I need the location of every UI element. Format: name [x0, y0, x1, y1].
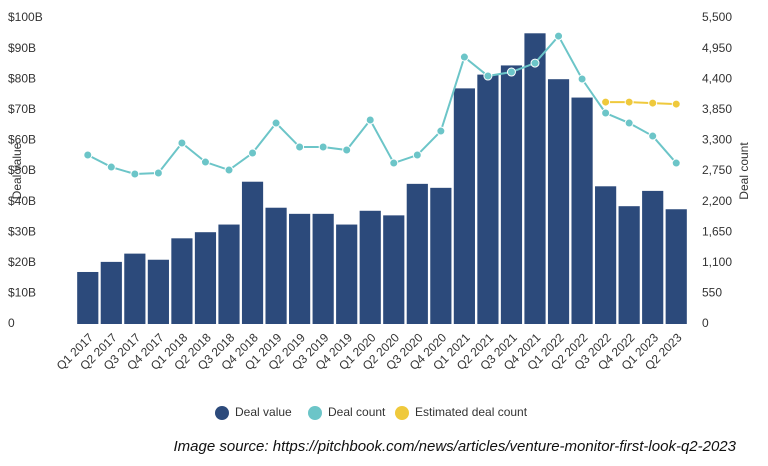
bar	[642, 191, 663, 324]
bar	[313, 214, 334, 324]
bar	[454, 88, 475, 324]
bar	[265, 208, 286, 324]
y2-tick-label: 4,950	[702, 41, 732, 55]
y-tick-label: 0	[8, 316, 15, 330]
bar	[171, 238, 192, 324]
y2-axis-label: Deal count	[737, 142, 751, 200]
point	[672, 159, 680, 167]
point	[319, 143, 327, 151]
point	[437, 127, 445, 135]
point	[578, 75, 586, 83]
point	[343, 146, 351, 154]
y-tick-label: $10B	[8, 286, 36, 300]
bar	[595, 186, 616, 324]
point	[507, 68, 515, 76]
bar	[195, 232, 216, 324]
point	[602, 98, 610, 106]
bar	[218, 225, 239, 324]
y-tick-label: $70B	[8, 102, 36, 116]
point	[296, 143, 304, 151]
point	[460, 53, 468, 61]
point	[272, 119, 280, 127]
y-tick-label: $100B	[8, 10, 43, 24]
y2-tick-label: 3,300	[702, 133, 732, 147]
y2-tick-label: 2,200	[702, 194, 732, 208]
bar	[666, 209, 687, 324]
bar	[619, 206, 640, 324]
point	[107, 163, 115, 171]
point	[649, 99, 657, 107]
bar	[124, 254, 145, 324]
y-tick-label: $80B	[8, 71, 36, 85]
line	[606, 102, 677, 104]
y2-tick-label: 1,650	[702, 224, 732, 238]
y2-tick-label: 1,100	[702, 255, 732, 269]
bar	[524, 33, 545, 324]
point	[555, 32, 563, 40]
point	[84, 151, 92, 159]
legend-swatch	[308, 406, 322, 420]
bar	[383, 215, 404, 324]
legend-swatch	[395, 406, 409, 420]
bar	[571, 98, 592, 324]
legend-label: Deal value	[235, 405, 292, 419]
y-tick-label: $20B	[8, 255, 36, 269]
bar	[336, 225, 357, 324]
y2-tick-label: 0	[702, 316, 709, 330]
y-tick-label: $50B	[8, 163, 36, 177]
y-tick-label: $90B	[8, 41, 36, 55]
bar	[407, 184, 428, 324]
point	[531, 59, 539, 67]
bar	[148, 260, 169, 324]
point	[625, 98, 633, 106]
point	[413, 151, 421, 159]
point	[672, 100, 680, 108]
bar	[548, 79, 569, 324]
y2-tick-label: 2,750	[702, 163, 732, 177]
point	[249, 149, 257, 157]
source-note: Image source: https://pitchbook.com/news…	[174, 438, 737, 455]
bar	[360, 211, 381, 324]
y-tick-label: $60B	[8, 133, 36, 147]
legend-swatch	[215, 406, 229, 420]
legend-label: Estimated deal count	[415, 405, 528, 419]
bar	[289, 214, 310, 324]
point	[201, 158, 209, 166]
bar	[477, 75, 498, 324]
legend-label: Deal count	[328, 405, 386, 419]
y2-tick-label: 4,400	[702, 71, 732, 85]
y2-tick-label: 3,850	[702, 102, 732, 116]
point	[484, 72, 492, 80]
chart: Deal value Deal count Image source: http…	[0, 0, 768, 466]
point	[225, 166, 233, 174]
y-tick-label: $30B	[8, 224, 36, 238]
bar	[101, 262, 122, 324]
point	[154, 169, 162, 177]
point	[178, 139, 186, 147]
point	[602, 109, 610, 117]
bar	[430, 188, 451, 324]
y-tick-label: $40B	[8, 194, 36, 208]
bar	[77, 272, 98, 324]
bar	[242, 182, 263, 324]
point	[131, 170, 139, 178]
point	[390, 159, 398, 167]
y2-tick-label: 550	[702, 286, 722, 300]
point	[649, 132, 657, 140]
point	[366, 116, 374, 124]
bar	[501, 65, 522, 324]
point	[625, 119, 633, 127]
y2-tick-label: 5,500	[702, 10, 732, 24]
